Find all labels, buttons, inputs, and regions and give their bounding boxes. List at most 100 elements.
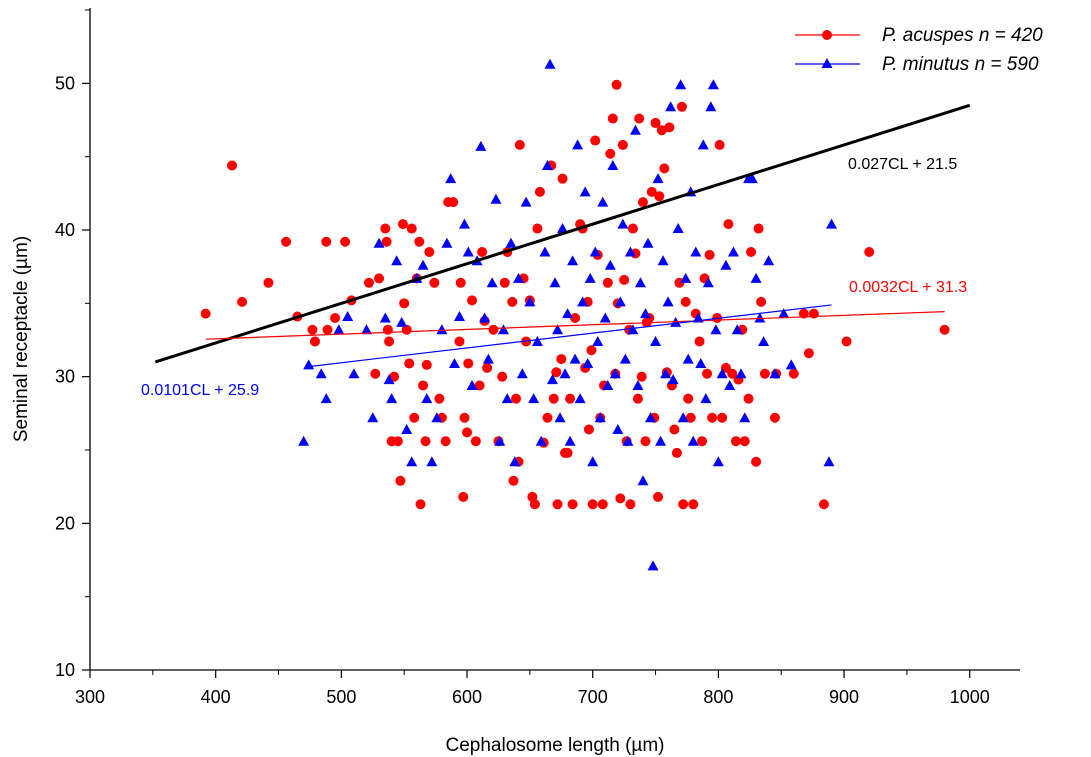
data-point bbox=[528, 393, 540, 404]
data-point bbox=[607, 113, 618, 124]
legend-label-minutus: P. minutus n = 590 bbox=[882, 54, 1039, 75]
data-point bbox=[572, 139, 584, 150]
data-point bbox=[516, 368, 528, 379]
data-point bbox=[579, 186, 591, 197]
data-point bbox=[466, 379, 478, 390]
data-point bbox=[417, 259, 429, 270]
data-point bbox=[497, 371, 508, 382]
data-point bbox=[645, 412, 657, 423]
data-point bbox=[597, 196, 609, 207]
data-point bbox=[825, 218, 837, 229]
data-point bbox=[360, 324, 372, 335]
data-point bbox=[454, 336, 465, 347]
data-point bbox=[505, 237, 517, 248]
data-point bbox=[542, 412, 553, 423]
data-point bbox=[237, 296, 248, 307]
data-point bbox=[589, 246, 601, 257]
data-point bbox=[440, 436, 451, 447]
data-point bbox=[662, 296, 674, 307]
axes bbox=[89, 8, 1020, 671]
data-point bbox=[604, 259, 616, 270]
data-point bbox=[682, 353, 694, 364]
data-point bbox=[730, 436, 741, 447]
data-point bbox=[798, 308, 809, 319]
data-point bbox=[625, 499, 636, 510]
data-point bbox=[509, 456, 521, 467]
data-point bbox=[750, 272, 762, 283]
data-point bbox=[340, 236, 351, 247]
data-point bbox=[399, 298, 410, 309]
data-point bbox=[617, 218, 629, 229]
data-point bbox=[731, 324, 743, 335]
data-point bbox=[680, 272, 692, 283]
data-point bbox=[769, 368, 781, 379]
data-point bbox=[539, 246, 551, 257]
x-tick-label: 400 bbox=[201, 687, 231, 707]
data-point bbox=[549, 277, 561, 288]
data-point bbox=[513, 272, 525, 283]
data-point bbox=[532, 223, 543, 234]
data-point bbox=[642, 237, 654, 248]
x-tick-label: 900 bbox=[829, 687, 859, 707]
data-point bbox=[531, 335, 543, 346]
data-point bbox=[482, 362, 493, 373]
data-point bbox=[499, 277, 510, 288]
data-point bbox=[602, 277, 613, 288]
data-point bbox=[490, 193, 502, 204]
data-point bbox=[486, 277, 498, 288]
data-point bbox=[640, 436, 651, 447]
data-point bbox=[587, 499, 598, 510]
data-point bbox=[592, 335, 604, 346]
data-point bbox=[739, 412, 751, 423]
regression-line bbox=[154, 103, 971, 364]
data-point bbox=[511, 393, 522, 404]
data-point bbox=[434, 393, 445, 404]
data-point bbox=[939, 324, 950, 335]
data-point bbox=[383, 374, 395, 385]
data-point bbox=[678, 499, 689, 510]
data-point bbox=[582, 357, 594, 368]
data-point bbox=[697, 139, 709, 150]
data-point bbox=[590, 135, 601, 146]
data-point bbox=[675, 79, 687, 90]
data-point bbox=[559, 368, 571, 379]
data-point bbox=[459, 412, 470, 423]
data-point bbox=[690, 246, 702, 257]
data-point bbox=[409, 412, 420, 423]
data-point bbox=[556, 354, 567, 365]
data-point bbox=[501, 393, 513, 404]
data-point bbox=[320, 393, 332, 404]
data-point bbox=[421, 393, 433, 404]
data-point bbox=[507, 296, 518, 307]
data-point bbox=[382, 324, 393, 335]
data-point bbox=[599, 312, 611, 323]
x-tick-label: 1000 bbox=[950, 687, 990, 707]
data-point bbox=[544, 58, 556, 69]
data-point bbox=[494, 435, 506, 446]
data-point bbox=[667, 374, 679, 385]
data-point bbox=[632, 393, 643, 404]
data-point bbox=[759, 368, 770, 379]
data-point bbox=[263, 277, 274, 288]
x-tick-label: 600 bbox=[452, 687, 482, 707]
data-point bbox=[695, 357, 707, 368]
data-point bbox=[482, 353, 494, 364]
data-point bbox=[788, 368, 799, 379]
data-point bbox=[535, 435, 547, 446]
data-point bbox=[646, 186, 657, 197]
series-minutus bbox=[298, 58, 837, 571]
data-point bbox=[370, 368, 381, 379]
y-tick-label: 50 bbox=[55, 73, 75, 93]
data-point bbox=[758, 335, 770, 346]
data-point bbox=[753, 223, 764, 234]
data-point bbox=[455, 277, 466, 288]
data-point bbox=[534, 186, 545, 197]
data-point bbox=[735, 368, 747, 379]
x-axis-title: Cephalosome length (µm) bbox=[446, 735, 665, 756]
data-point bbox=[672, 223, 684, 234]
data-point bbox=[445, 173, 457, 184]
data-point bbox=[397, 219, 408, 230]
data-point bbox=[333, 324, 345, 335]
data-point bbox=[655, 435, 667, 446]
x-tick-label: 700 bbox=[578, 687, 608, 707]
